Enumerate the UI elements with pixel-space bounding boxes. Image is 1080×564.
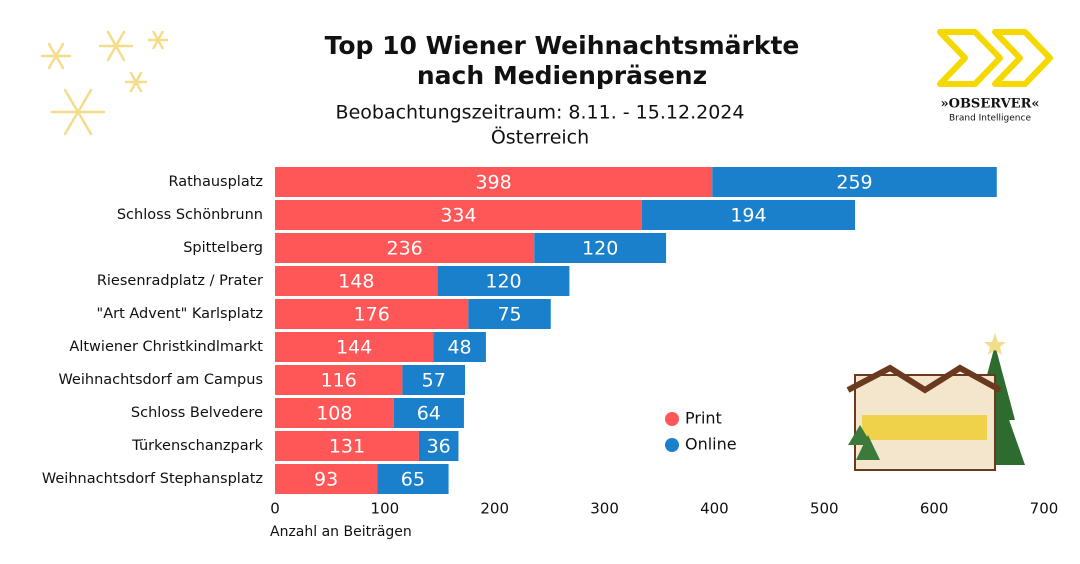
x-tick-label: 700 bbox=[1030, 500, 1059, 518]
legend-swatch bbox=[665, 438, 679, 452]
bar bbox=[418, 431, 459, 461]
x-tick-label: 400 bbox=[700, 500, 729, 518]
bar bbox=[275, 431, 419, 461]
data-label: 176 bbox=[354, 304, 390, 326]
x-tick-label: 100 bbox=[371, 500, 400, 518]
data-label: 93 bbox=[314, 469, 338, 491]
y-tick-label: Riesenradplatz / Prater bbox=[97, 273, 263, 289]
bar bbox=[437, 266, 570, 296]
bar bbox=[402, 365, 466, 395]
legend-label: Print bbox=[685, 409, 722, 428]
bar bbox=[275, 365, 403, 395]
legend-swatch bbox=[665, 412, 679, 426]
bar bbox=[275, 464, 378, 494]
chart-title: nach Medienpräsenz bbox=[417, 61, 707, 90]
data-label: 398 bbox=[475, 172, 511, 194]
data-label: 108 bbox=[316, 403, 352, 425]
bar bbox=[534, 233, 667, 263]
y-tick-label: Schloss Schönbrunn bbox=[117, 207, 263, 223]
y-tick-label: "Art Advent" Karlsplatz bbox=[97, 306, 263, 322]
y-tick-label: Spittelberg bbox=[183, 240, 263, 256]
chart-title: Top 10 Wiener Weihnachtsmärkte bbox=[325, 31, 800, 60]
y-tick-label: Rathausplatz bbox=[168, 174, 263, 190]
bar bbox=[712, 167, 997, 197]
data-label: 259 bbox=[836, 172, 872, 194]
y-tick-label: Schloss Belvedere bbox=[131, 405, 263, 421]
data-label: 148 bbox=[338, 271, 374, 293]
bar bbox=[377, 464, 449, 494]
bar bbox=[275, 200, 642, 230]
data-label: 144 bbox=[336, 337, 372, 359]
x-tick-label: 600 bbox=[920, 500, 949, 518]
data-label: 48 bbox=[447, 337, 471, 359]
bar bbox=[393, 398, 464, 428]
data-label: 57 bbox=[422, 370, 446, 392]
x-tick-label: 200 bbox=[480, 500, 509, 518]
logo-name: »OBSERVER« bbox=[941, 97, 1040, 112]
y-tick-label: Altwiener Christkindlmarkt bbox=[69, 339, 263, 355]
data-label: 75 bbox=[497, 304, 521, 326]
bar bbox=[275, 398, 394, 428]
data-label: 236 bbox=[386, 238, 422, 260]
data-label: 64 bbox=[417, 403, 441, 425]
logo-mark bbox=[937, 29, 1053, 87]
data-label: 131 bbox=[329, 436, 365, 458]
bar bbox=[275, 332, 434, 362]
bar bbox=[275, 167, 713, 197]
data-label: 36 bbox=[427, 436, 451, 458]
data-label: 65 bbox=[401, 469, 425, 491]
data-label: 120 bbox=[485, 271, 521, 293]
data-label: 194 bbox=[730, 205, 766, 227]
chart-subtitle: Beobachtungszeitraum: 8.11. - 15.12.2024 bbox=[336, 102, 745, 124]
y-tick-label: Weihnachtsdorf am Campus bbox=[58, 372, 263, 388]
legend-label: Online bbox=[685, 435, 737, 454]
market-hut bbox=[846, 333, 1025, 471]
bar bbox=[275, 299, 469, 329]
bar bbox=[275, 233, 535, 263]
bar bbox=[433, 332, 486, 362]
bar bbox=[275, 266, 438, 296]
x-tick-label: 0 bbox=[270, 500, 280, 518]
y-tick-label: Türkenschanzpark bbox=[131, 438, 263, 454]
bar bbox=[641, 200, 856, 230]
bar bbox=[468, 299, 551, 329]
x-axis-label: Anzahl an Beiträgen bbox=[270, 524, 412, 540]
x-tick-label: 300 bbox=[590, 500, 619, 518]
data-label: 334 bbox=[440, 205, 476, 227]
y-tick-label: Weihnachtsdorf Stephansplatz bbox=[42, 471, 263, 487]
logo-tagline: Brand Intelligence bbox=[949, 114, 1031, 124]
x-tick-label: 500 bbox=[810, 500, 839, 518]
data-label: 120 bbox=[582, 238, 618, 260]
data-label: 116 bbox=[321, 370, 357, 392]
snowflakes bbox=[40, 30, 169, 136]
chart-subtitle: Österreich bbox=[491, 126, 589, 149]
